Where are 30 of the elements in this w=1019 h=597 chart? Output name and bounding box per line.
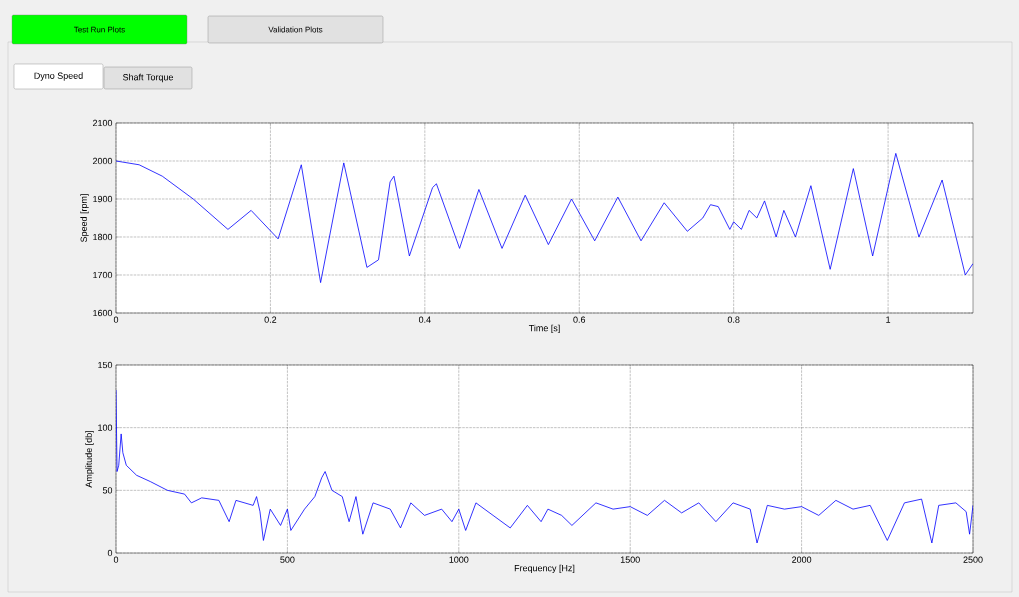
y-tick-label: 1700 [93, 271, 113, 279]
x-tick-label: 0 [113, 316, 119, 323]
x-tick-label: 0.6 [573, 316, 586, 323]
x-axis-title: Time [s] [528, 324, 560, 334]
y-axis-title: Speed [rpm] [80, 194, 89, 243]
line-series [116, 389, 974, 544]
y-tick-label: 1900 [93, 195, 113, 203]
y-tick-label: 1600 [93, 309, 113, 317]
x-tick-label: 0.8 [727, 316, 740, 323]
y-tick-label: 150 [98, 361, 113, 369]
y-tick-label: 1800 [93, 233, 113, 241]
x-tick-label: 0.4 [418, 316, 431, 323]
x-tick-label: 1 [886, 316, 891, 323]
x-axis-title: Frequency [Hz] [514, 564, 575, 574]
x-tick-label: 2500 [963, 556, 983, 563]
y-axis-title: Amplitude [db] [85, 430, 94, 488]
x-tick-label: 2000 [792, 556, 812, 563]
text: Dyno Speed [34, 72, 83, 81]
y-tick-label: 50 [102, 487, 113, 494]
text: Shaft Torque [122, 73, 174, 83]
line-series [116, 152, 974, 283]
y-tick-label: 2100 [92, 119, 113, 127]
y-tick-label: 0 [107, 549, 113, 557]
x-tick-label: 0.2 [264, 316, 277, 323]
x-tick-label: 0 [113, 556, 119, 563]
y-tick-label: 2000 [92, 157, 113, 165]
x-tick-label: 1500 [620, 556, 640, 563]
x-tick-label: 1000 [449, 556, 469, 563]
y-tick-label: 100 [98, 424, 113, 431]
x-tick-label: 500 [280, 556, 295, 563]
